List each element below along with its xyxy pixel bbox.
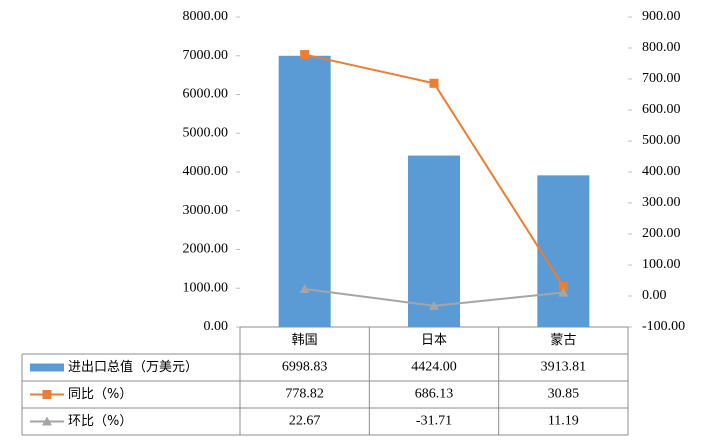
marker xyxy=(558,287,569,297)
legend-key xyxy=(42,390,52,399)
y2-tick-label: 700.00 xyxy=(642,71,681,86)
table-value: 6998.83 xyxy=(282,360,328,375)
y-tick-label: 1000.00 xyxy=(183,280,229,295)
y-tick-label: 2000.00 xyxy=(183,242,229,257)
y-tick-label: 7000.00 xyxy=(183,48,229,63)
y2-tick-label: 800.00 xyxy=(642,40,681,55)
marker xyxy=(299,283,310,293)
y-tick-label: 4000.00 xyxy=(183,164,229,179)
legend-label: 环比（%） xyxy=(68,414,132,429)
y2-tick-label: 600.00 xyxy=(642,102,681,117)
table-value: 11.19 xyxy=(548,414,579,429)
table-value: 686.13 xyxy=(415,387,454,402)
legend-key xyxy=(42,416,52,426)
y-tick-label: 8000.00 xyxy=(183,9,229,24)
y-tick-label: 0.00 xyxy=(204,319,229,334)
y2-tick-label: 900.00 xyxy=(642,9,681,24)
y2-tick-label: 500.00 xyxy=(642,133,681,148)
table-value: -31.71 xyxy=(416,414,452,429)
table-value: 4424.00 xyxy=(411,360,457,375)
legend-label: 同比（%） xyxy=(68,387,132,402)
x-tick-label: 韩国 xyxy=(292,333,318,348)
marker xyxy=(300,50,310,60)
y2-tick-label: 100.00 xyxy=(642,257,681,272)
table-value: 30.85 xyxy=(548,387,580,402)
marker xyxy=(558,281,568,291)
marker xyxy=(429,300,439,310)
y-tick-label: 3000.00 xyxy=(183,203,229,218)
table-value: 22.67 xyxy=(289,414,321,429)
y2-tick-label: 400.00 xyxy=(642,164,681,179)
y2-tick-label: 200.00 xyxy=(642,226,681,241)
x-tick-label: 日本 xyxy=(421,333,447,348)
table-value: 3913.81 xyxy=(541,360,587,375)
marker xyxy=(429,78,439,88)
legend-label: 进出口总值（万美元） xyxy=(68,359,198,375)
legend-key xyxy=(30,363,64,372)
y2-tick-label: -100.00 xyxy=(642,319,685,334)
bar xyxy=(537,175,590,327)
y-tick-label: 5000.00 xyxy=(183,125,229,140)
x-tick-label: 蒙古 xyxy=(550,333,576,348)
bar xyxy=(408,155,460,327)
table-value: 778.82 xyxy=(285,387,324,402)
y2-tick-label: 300.00 xyxy=(642,195,681,210)
y-tick-label: 6000.00 xyxy=(183,87,229,102)
bar xyxy=(278,55,331,327)
y2-tick-label: 0.00 xyxy=(642,288,667,303)
